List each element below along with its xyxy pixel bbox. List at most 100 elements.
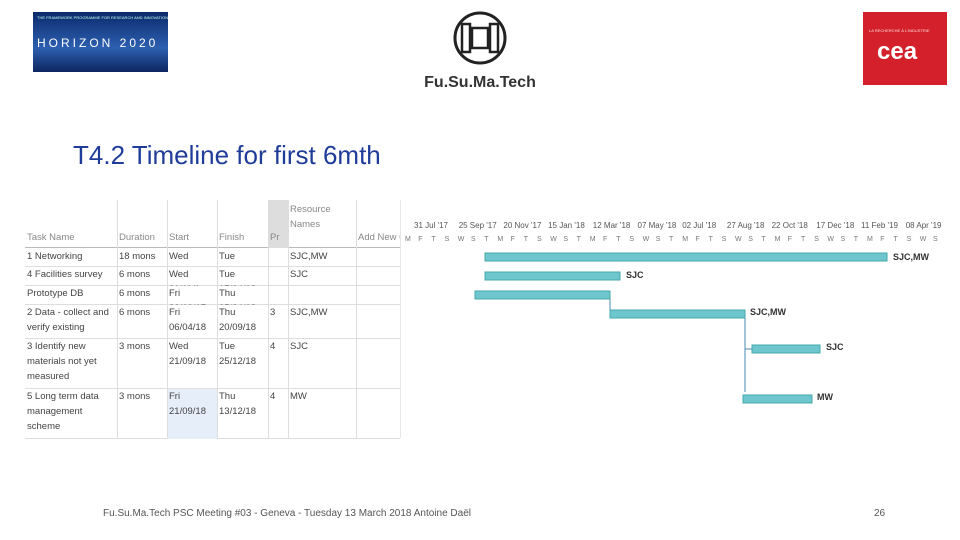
bar-label: SJC bbox=[626, 270, 644, 280]
table-cell: Tue 19/03/19 bbox=[219, 251, 256, 267]
gantt-chart: SJC,MW SJC SJC,MW SJC MW 31 Jul '17 25 Se… bbox=[400, 200, 942, 438]
column-line bbox=[167, 200, 168, 438]
timeline-date: 27 Aug '18 bbox=[727, 221, 765, 230]
timeline-date: 25 Sep '17 bbox=[459, 221, 498, 230]
logo-caption: LA RECHERCHE À L'INDUSTRIE bbox=[869, 28, 930, 33]
table-cell: Wed 21/09/18 bbox=[169, 341, 206, 367]
timeline-day: W bbox=[735, 236, 742, 243]
cea-logo: LA RECHERCHE À L'INDUSTRIE cea bbox=[863, 12, 947, 85]
timeline-day: W bbox=[550, 236, 557, 243]
column-header: Finish bbox=[219, 232, 245, 243]
column-header: Add New Co bbox=[358, 232, 400, 243]
table-cell: Fri 06/04/18 bbox=[169, 307, 206, 333]
timeline-date: 22 Oct '18 bbox=[772, 221, 809, 230]
center-logo-name: Fu.Su.Ma.Tech bbox=[424, 74, 536, 91]
column-header: Duration bbox=[119, 232, 155, 243]
dependency-arrow bbox=[609, 299, 752, 392]
table-cell: Fri 20/10/17 bbox=[169, 288, 206, 305]
timeline-day: S bbox=[748, 236, 753, 243]
table-cell: 6 mons bbox=[119, 307, 151, 318]
timeline-day: F bbox=[695, 236, 699, 243]
table-cell: SJC bbox=[290, 341, 308, 352]
timeline-day: T bbox=[616, 236, 621, 243]
gantt-bar bbox=[484, 252, 888, 262]
table-cell: Tue 17/04/18 bbox=[219, 269, 256, 286]
gantt-bar bbox=[484, 271, 621, 281]
table-cell: Tue 25/12/18 bbox=[219, 341, 256, 367]
table-cell: Wed 01/11/1 bbox=[169, 269, 200, 286]
timeline-day: F bbox=[788, 236, 792, 243]
table-cell: 3 bbox=[270, 307, 276, 318]
task-table: Task Name Duration Start Finish Pr Resource N… bbox=[25, 200, 400, 439]
row-line bbox=[25, 338, 400, 339]
table-cell: 6 mons bbox=[119, 269, 151, 280]
timeline-day: T bbox=[431, 236, 436, 243]
fusumatech-icon bbox=[453, 11, 507, 65]
row-line bbox=[25, 304, 400, 305]
timeline-day: S bbox=[445, 236, 450, 243]
table-cell: 18 mons bbox=[119, 251, 156, 262]
column-header: Resource Names bbox=[290, 204, 331, 230]
timeline-day: S bbox=[537, 236, 542, 243]
row-line bbox=[25, 388, 400, 389]
timeline-date: 20 Nov '17 bbox=[503, 221, 542, 230]
column-line bbox=[268, 200, 269, 438]
column-header: Pr bbox=[270, 232, 280, 243]
timeline-day: M bbox=[497, 236, 503, 243]
bar-label: SJC,MW bbox=[750, 307, 787, 317]
table-cell: Fri 21/09/18 bbox=[167, 389, 217, 439]
timeline-day: F bbox=[418, 236, 422, 243]
timeline-day: S bbox=[907, 236, 912, 243]
timeline-day: S bbox=[722, 236, 727, 243]
timeline-day: S bbox=[563, 236, 568, 243]
table-cell: 3 mons bbox=[119, 341, 151, 352]
horizon-logo: THE FRAMEWORK PROGRAMME FOR RESEARCH AND… bbox=[33, 12, 168, 72]
timeline-day: W bbox=[643, 236, 650, 243]
timeline-day: S bbox=[471, 236, 476, 243]
timeline-day: S bbox=[814, 236, 819, 243]
timeline-day: W bbox=[827, 236, 834, 243]
gantt-bar bbox=[751, 344, 821, 354]
timeline-day: W bbox=[458, 236, 465, 243]
table-cell: Prototype DB bbox=[27, 288, 84, 299]
table-cell: Thu 05/04/18 bbox=[219, 288, 256, 305]
row-line bbox=[25, 266, 400, 267]
table-cell: SJC,MW bbox=[290, 307, 328, 318]
table-cell: 3 mons bbox=[119, 391, 151, 402]
row-line bbox=[25, 285, 400, 286]
timeline-day: M bbox=[867, 236, 873, 243]
timeline-day: W bbox=[920, 236, 927, 243]
timeline-day: S bbox=[656, 236, 661, 243]
gantt-bar bbox=[742, 394, 813, 404]
bar-label: MW bbox=[817, 392, 833, 402]
timeline-day: F bbox=[880, 236, 884, 243]
slide-title: T4.2 Timeline for first 6mth bbox=[73, 140, 381, 170]
table-cell: MW bbox=[290, 391, 307, 402]
timeline-day: S bbox=[933, 236, 938, 243]
timeline-date: 02 Jul '18 bbox=[682, 221, 717, 230]
logo-name: HORIZON 2020 bbox=[37, 36, 159, 50]
footer-text: Fu.Su.Ma.Tech PSC Meeting #03 - Geneva -… bbox=[103, 508, 471, 519]
timeline-day: S bbox=[629, 236, 634, 243]
timeline-day: T bbox=[801, 236, 806, 243]
table-cell: 5 Long term data management scheme bbox=[27, 391, 99, 432]
timeline-date: 08 Apr '19 bbox=[906, 221, 942, 230]
table-cell: Wed 01/11/1 bbox=[169, 251, 200, 267]
table-cell: Thu 20/09/18 bbox=[219, 307, 256, 333]
bar-label: SJC bbox=[826, 342, 844, 352]
table-cell: 2 Data - collect and verify existing bbox=[27, 307, 109, 333]
timeline-day: M bbox=[405, 236, 411, 243]
timeline-date: 12 Mar '18 bbox=[593, 221, 631, 230]
timeline-day: T bbox=[893, 236, 898, 243]
timeline-day: T bbox=[854, 236, 859, 243]
header-bg bbox=[25, 200, 400, 248]
logo-caption: THE FRAMEWORK PROGRAMME FOR RESEARCH AND… bbox=[37, 15, 168, 20]
column-line bbox=[356, 200, 357, 438]
page-number: 26 bbox=[874, 508, 886, 519]
timeline-day: M bbox=[682, 236, 688, 243]
table-cell: 4 bbox=[270, 341, 276, 352]
gantt-bar bbox=[474, 290, 611, 300]
timeline-date: 07 May '18 bbox=[638, 221, 677, 230]
timeline-day: S bbox=[841, 236, 846, 243]
